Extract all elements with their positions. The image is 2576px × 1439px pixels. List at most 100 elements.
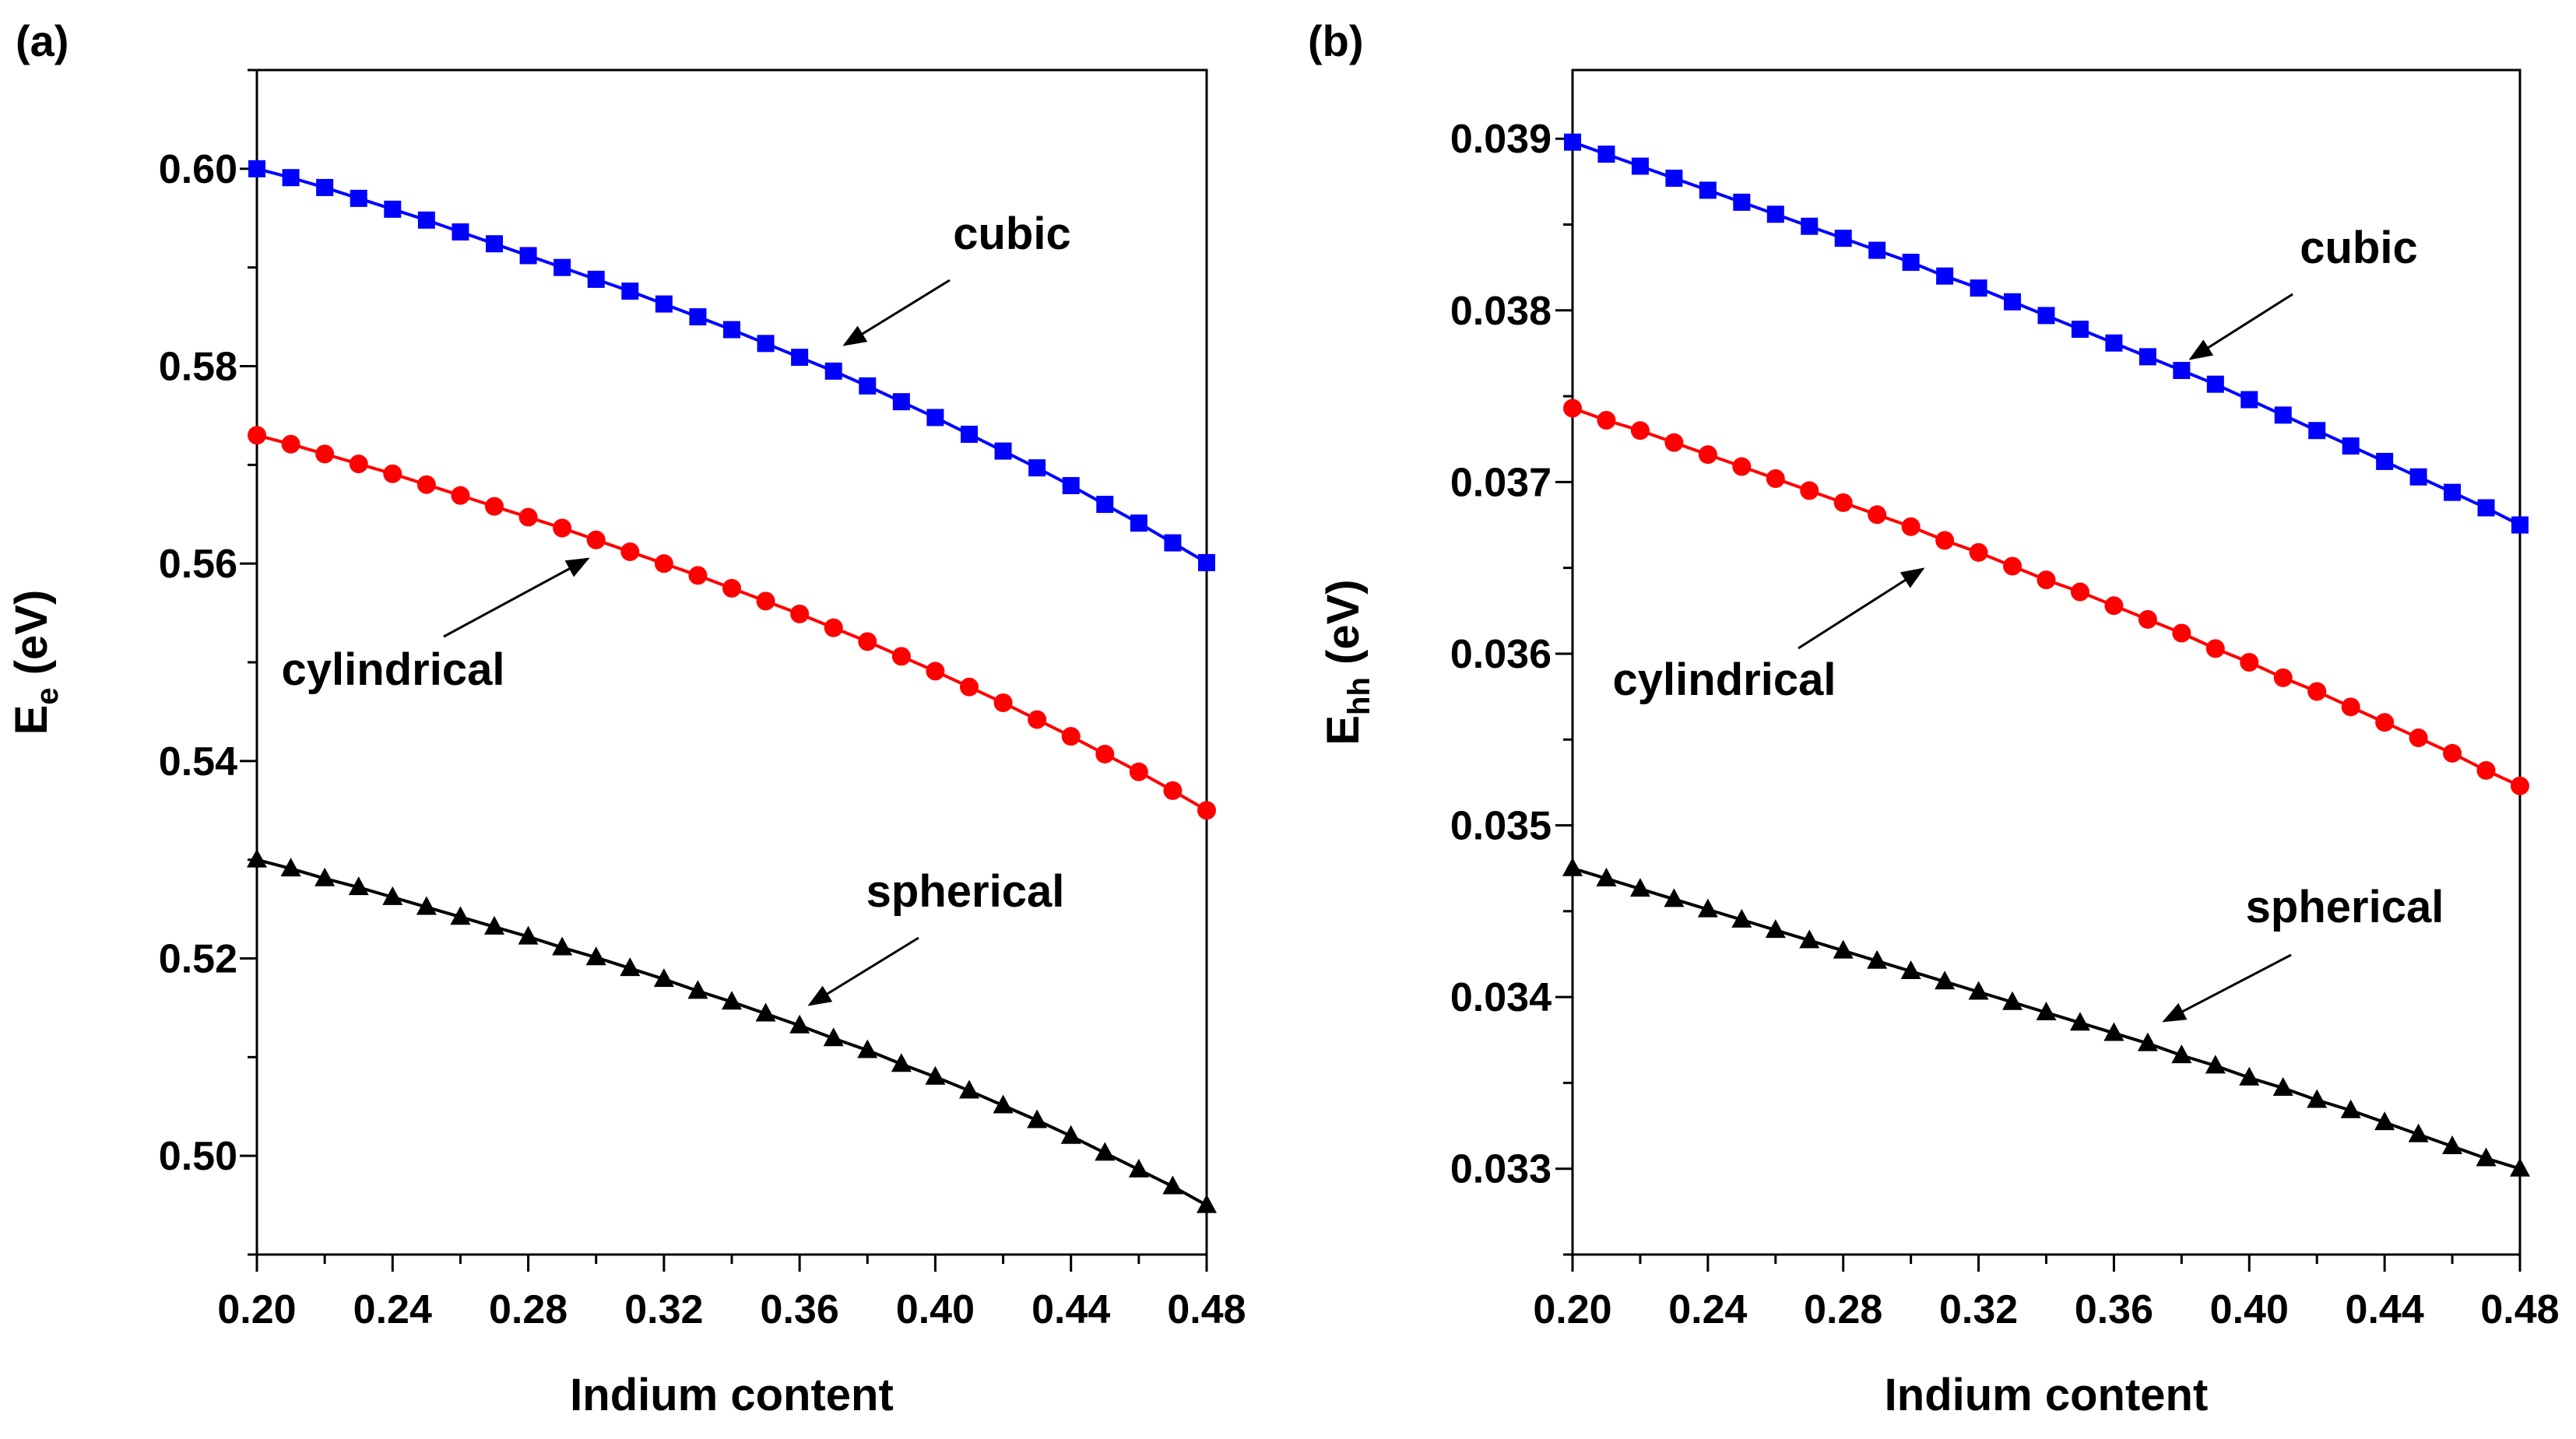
data-point-spherical — [1095, 1142, 1116, 1161]
x-tick-label: 0.40 — [2210, 1287, 2289, 1332]
data-point-cylindrical — [416, 475, 436, 494]
series-cylindrical — [1563, 398, 2529, 795]
data-point-spherical — [2442, 1135, 2463, 1155]
annotation-cubic: cubic — [2300, 223, 2418, 273]
data-point-cubic — [1834, 230, 1852, 247]
data-point-cubic — [1028, 459, 1046, 477]
x-tick-label: 0.24 — [353, 1287, 432, 1332]
series-cubic — [248, 160, 1215, 571]
data-point-cylindrical — [315, 444, 335, 464]
data-point-cubic — [1062, 476, 1080, 494]
data-point-cubic — [2206, 375, 2224, 393]
data-point-cubic — [2308, 422, 2326, 440]
data-point-cubic — [2071, 321, 2089, 339]
data-point-cubic — [1198, 553, 1215, 571]
data-point-spherical — [2103, 1022, 2124, 1041]
data-point-spherical — [1765, 919, 1786, 939]
data-point-cylindrical — [2172, 623, 2191, 643]
data-point-cubic — [1766, 205, 1784, 223]
x-tick-label: 0.36 — [761, 1287, 839, 1332]
y-tick-label: 0.038 — [1450, 289, 1552, 334]
data-point-spherical — [1162, 1175, 1183, 1195]
data-point-cylindrical — [960, 677, 979, 697]
data-point-spherical — [2239, 1066, 2260, 1086]
data-point-cubic — [1164, 534, 1182, 552]
data-point-cubic — [1564, 133, 1581, 151]
data-point-cylindrical — [2104, 596, 2124, 616]
data-point-spherical — [959, 1079, 979, 1099]
data-point-cylindrical — [1129, 762, 1148, 781]
data-point-cubic — [519, 247, 537, 265]
data-point-spherical — [891, 1053, 912, 1072]
data-point-cubic — [723, 321, 740, 339]
data-point-cubic — [689, 308, 707, 326]
data-point-cubic — [1970, 279, 1987, 297]
data-point-spherical — [857, 1039, 878, 1058]
data-point-cubic — [1631, 157, 1649, 175]
data-point-cubic — [486, 235, 503, 253]
data-point-cylindrical — [1901, 517, 1921, 536]
data-point-spherical — [789, 1014, 810, 1034]
data-point-cylindrical — [2138, 609, 2157, 629]
data-point-cylindrical — [1868, 505, 1887, 525]
x-axis-label: Indium content — [570, 1370, 894, 1420]
data-point-spherical — [722, 991, 742, 1010]
data-point-cylindrical — [1028, 710, 1047, 729]
data-point-cubic — [961, 426, 978, 444]
y-axis-label-main: E — [1318, 715, 1369, 746]
data-point-cubic — [994, 442, 1012, 460]
data-point-cylindrical — [1095, 744, 1115, 763]
data-point-cubic — [621, 283, 639, 300]
x-tick-label: 0.24 — [1668, 1287, 1747, 1332]
data-point-cylindrical — [654, 554, 673, 574]
data-point-cylindrical — [2443, 743, 2462, 763]
data-point-cylindrical — [1664, 433, 1684, 452]
data-point-cubic — [452, 223, 469, 241]
data-point-cylindrical — [1800, 481, 1819, 500]
data-point-spherical — [2408, 1123, 2429, 1142]
data-point-cylindrical — [2070, 582, 2089, 602]
y-tick-label: 0.52 — [159, 937, 237, 982]
data-point-cylindrical — [2037, 570, 2056, 590]
data-point-spherical — [2171, 1044, 2192, 1064]
data-point-cylindrical — [2341, 697, 2360, 717]
data-point-cylindrical — [2375, 713, 2395, 732]
data-point-cylindrical — [688, 566, 708, 585]
data-point-spherical — [687, 980, 708, 999]
annotation-spherical: spherical — [866, 866, 1065, 917]
data-point-cubic — [350, 189, 367, 207]
x-tick-label: 0.48 — [1167, 1287, 1246, 1332]
data-point-cubic — [1597, 146, 1615, 163]
y-tick-label: 0.034 — [1450, 975, 1552, 1020]
data-point-spherical — [925, 1065, 946, 1085]
data-point-cylindrical — [248, 426, 266, 445]
annotation-spherical: spherical — [2246, 882, 2444, 932]
data-point-spherical — [1596, 867, 1617, 886]
y-axis-label: Ehh (eV) — [1318, 579, 1376, 745]
data-point-cylindrical — [451, 486, 470, 505]
data-point-spherical — [450, 906, 471, 925]
data-point-cubic — [2342, 437, 2360, 455]
annotation-arrow-cubic — [2188, 293, 2293, 360]
data-point-cylindrical — [926, 662, 945, 681]
data-point-cylindrical — [993, 693, 1013, 713]
data-point-cubic — [757, 335, 775, 353]
data-point-cubic — [1130, 514, 1147, 532]
data-point-cubic — [316, 178, 334, 196]
chart-panel-b: (b) 0.20 0.24 0.28 0.32 0.36 0.40 0.44 0.48 0.033… — [1308, 16, 2560, 1420]
data-point-cubic — [1868, 241, 1886, 259]
y-tick-label: 0.54 — [159, 739, 237, 784]
data-point-cylindrical — [1732, 457, 1752, 476]
data-point-cubic — [2409, 468, 2427, 486]
data-point-spherical — [382, 886, 403, 905]
data-point-cubic — [2376, 452, 2394, 470]
data-point-spherical — [2510, 1157, 2530, 1177]
y-tick-label: 0.036 — [1450, 632, 1552, 677]
series-spherical — [1562, 857, 2530, 1177]
data-point-spherical — [416, 896, 437, 915]
y-tick-label: 0.035 — [1450, 804, 1552, 849]
y-axis-label-unit: (eV) — [1318, 579, 1369, 677]
data-point-spherical — [2205, 1055, 2226, 1074]
annotation-arrow-spherical — [807, 936, 919, 1006]
